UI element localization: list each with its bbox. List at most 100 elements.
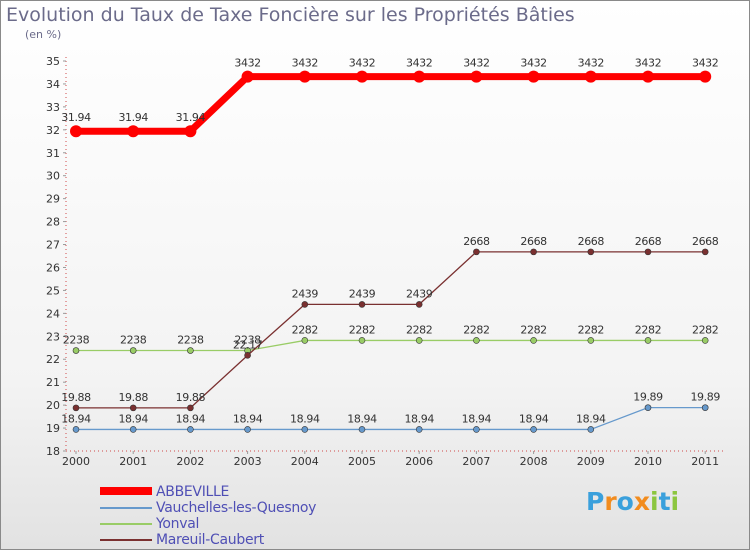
data-label: 18.94 xyxy=(118,412,148,425)
data-point xyxy=(129,426,137,433)
legend-swatch-yonval xyxy=(100,523,152,525)
data-point xyxy=(244,426,251,433)
y-tick-label: 33 xyxy=(46,101,60,114)
data-label: 18.94 xyxy=(176,412,206,425)
x-tick-label: 2002 xyxy=(176,455,204,468)
data-label: 31.94 xyxy=(176,111,206,124)
data-point xyxy=(701,337,709,344)
data-label: 3432 xyxy=(692,57,718,70)
data-label: 19.89 xyxy=(633,391,663,404)
data-label: 2238 xyxy=(234,334,261,347)
data-point xyxy=(470,70,483,83)
data-point xyxy=(127,125,140,138)
data-label: 3432 xyxy=(406,57,432,70)
series-line-mareuil-caubert xyxy=(75,251,706,409)
data-label: 18.94 xyxy=(347,412,377,425)
y-tick-label: 28 xyxy=(46,216,60,229)
data-label: 19.88 xyxy=(176,391,206,404)
legend-swatch-mareuil xyxy=(100,539,152,541)
data-point xyxy=(415,301,423,308)
data-point xyxy=(587,248,595,256)
data-label: 18.94 xyxy=(519,412,549,425)
y-tick-label: 23 xyxy=(46,330,60,343)
data-point xyxy=(415,426,423,433)
data-label: 2668 xyxy=(635,235,662,248)
data-point xyxy=(72,347,80,354)
data-label: 2238 xyxy=(177,334,204,347)
y-tick-label: 26 xyxy=(46,261,60,274)
y-tick-label: 29 xyxy=(46,193,60,206)
data-point xyxy=(129,347,137,354)
data-point xyxy=(301,426,309,433)
y-tick-label: 20 xyxy=(46,399,60,412)
y-tick-label: 21 xyxy=(46,376,60,389)
data-point xyxy=(356,70,368,83)
data-label: 3432 xyxy=(635,57,661,70)
logo-letter: r xyxy=(604,487,617,516)
data-point xyxy=(530,248,537,256)
data-label: 19.88 xyxy=(118,391,148,404)
data-point xyxy=(701,248,709,256)
logo-letter: o xyxy=(616,487,634,516)
data-label: 3432 xyxy=(463,57,489,70)
data-label: 2282 xyxy=(292,323,318,336)
logo-letter: i xyxy=(650,487,659,516)
data-label: 2668 xyxy=(578,235,605,248)
data-label: 2282 xyxy=(692,323,718,336)
data-point xyxy=(241,70,254,83)
data-label: 2282 xyxy=(520,323,546,336)
series-layer xyxy=(70,70,712,433)
x-tick-label: 2011 xyxy=(691,455,719,468)
data-label: 22.17 xyxy=(233,338,263,351)
legend-label: Mareuil-Caubert xyxy=(156,532,264,548)
data-label: 31.94 xyxy=(61,111,91,124)
data-label: 3432 xyxy=(292,57,318,70)
data-point xyxy=(699,70,712,83)
data-label: 3432 xyxy=(349,57,375,70)
data-point xyxy=(187,404,194,412)
logo-letter: P xyxy=(586,487,605,516)
legend-label: Yonval xyxy=(156,516,200,532)
x-tick-label: 2007 xyxy=(462,455,490,468)
data-point xyxy=(358,426,366,433)
x-tick-label: 2003 xyxy=(234,455,262,468)
logo-letter: i xyxy=(670,487,680,516)
data-point xyxy=(587,426,595,433)
x-tick-label: 2001 xyxy=(119,455,147,468)
legend-label: Vauchelles-les-Quesnoy xyxy=(156,500,317,516)
x-tick-label: 2005 xyxy=(348,455,376,468)
data-point xyxy=(301,301,309,308)
data-point xyxy=(358,337,366,344)
data-label: 18.94 xyxy=(233,412,263,425)
data-point xyxy=(187,347,194,354)
data-point xyxy=(301,337,309,344)
x-tick-label: 2010 xyxy=(634,455,662,468)
legend-swatch-vauchelles xyxy=(100,507,152,509)
data-label: 18.94 xyxy=(462,412,492,425)
data-label: 18.94 xyxy=(404,412,434,425)
logo-letter: t xyxy=(658,487,671,516)
proxiti-logo[interactable]: Proxiti xyxy=(586,487,679,516)
data-point xyxy=(72,426,80,433)
data-label: 19.88 xyxy=(61,391,91,404)
y-tick-label: 35 xyxy=(46,55,60,68)
y-tick-label: 30 xyxy=(46,170,60,183)
y-tick-label: 34 xyxy=(46,78,60,91)
data-point xyxy=(473,337,480,344)
data-point xyxy=(187,426,194,433)
data-label: 18.94 xyxy=(576,412,606,425)
data-label: 3432 xyxy=(234,57,260,70)
data-point xyxy=(584,70,597,83)
data-label: 18.94 xyxy=(61,412,91,425)
y-tick-label: 24 xyxy=(46,307,60,320)
data-label: 18.94 xyxy=(290,412,320,425)
data-label: 2439 xyxy=(406,287,433,300)
data-point xyxy=(701,404,709,411)
data-label: 2439 xyxy=(349,287,376,300)
data-label: 2282 xyxy=(406,323,432,336)
axes: 18 19 20 21 22 23 24 25 26 27 28 29 30 31 32 33 34 35 2000… xyxy=(46,55,726,468)
data-label: 2668 xyxy=(692,235,719,248)
data-point xyxy=(298,70,311,83)
data-label: 3432 xyxy=(520,57,546,70)
